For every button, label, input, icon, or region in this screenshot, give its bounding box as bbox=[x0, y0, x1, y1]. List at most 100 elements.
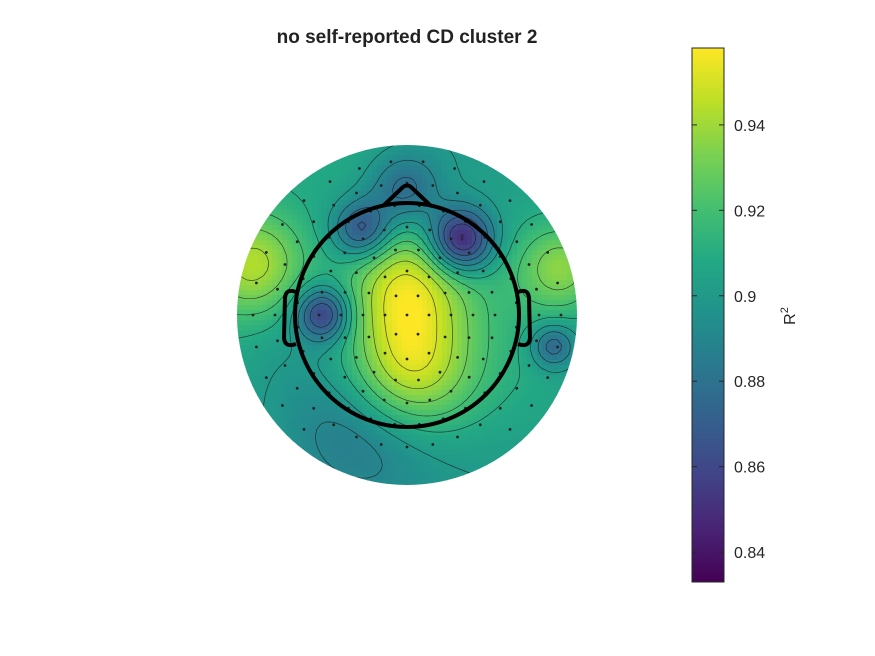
heat-cell bbox=[477, 245, 483, 251]
heat-cell bbox=[352, 415, 358, 421]
heat-cell bbox=[442, 210, 448, 216]
heat-cell bbox=[467, 370, 473, 376]
heat-cell bbox=[377, 405, 383, 411]
heat-cell bbox=[502, 215, 508, 221]
heat-cell bbox=[452, 220, 458, 226]
heat-cell bbox=[302, 415, 308, 421]
heat-cell bbox=[372, 145, 378, 151]
electrode-marker bbox=[405, 445, 409, 449]
heat-cell bbox=[337, 415, 343, 421]
heat-cell bbox=[277, 275, 283, 281]
heat-cell bbox=[537, 360, 543, 366]
heat-cell bbox=[447, 365, 453, 371]
heat-cell bbox=[477, 155, 483, 161]
electrode-marker bbox=[427, 313, 431, 317]
heat-cell bbox=[492, 270, 498, 276]
heat-cell bbox=[237, 280, 243, 286]
heat-cell bbox=[252, 370, 258, 376]
heat-cell bbox=[492, 285, 498, 291]
heat-cell bbox=[382, 195, 388, 201]
heat-cell bbox=[267, 215, 273, 221]
heat-cell bbox=[247, 320, 253, 326]
heat-cell bbox=[402, 340, 408, 346]
colorbar-label: R2 bbox=[779, 307, 799, 325]
heat-cell bbox=[447, 290, 453, 296]
heat-cell bbox=[452, 225, 458, 231]
heat-cell bbox=[407, 410, 413, 416]
heat-cell bbox=[552, 375, 558, 381]
heat-cell bbox=[352, 435, 358, 441]
heat-cell bbox=[507, 300, 513, 306]
heat-cell bbox=[282, 350, 288, 356]
heat-cell bbox=[377, 145, 383, 151]
heat-cell bbox=[512, 195, 518, 201]
heat-cell bbox=[417, 220, 423, 226]
heat-cell bbox=[377, 180, 383, 186]
heat-cell bbox=[362, 405, 368, 411]
heat-cell bbox=[242, 295, 248, 301]
heat-cell bbox=[402, 275, 408, 281]
heat-cell bbox=[332, 405, 338, 411]
heat-cell bbox=[387, 285, 393, 291]
heat-cell bbox=[532, 350, 538, 356]
heat-cell bbox=[402, 270, 408, 276]
heat-cell bbox=[467, 455, 473, 461]
heat-cell bbox=[272, 265, 278, 271]
heat-cell bbox=[367, 410, 373, 416]
heat-cell bbox=[247, 270, 253, 276]
heat-cell bbox=[407, 465, 413, 471]
heat-cell bbox=[552, 385, 558, 391]
heat-cell bbox=[442, 200, 448, 206]
heat-cell bbox=[372, 150, 378, 156]
heat-cell bbox=[422, 335, 428, 341]
heat-cell bbox=[557, 345, 563, 351]
heat-cell bbox=[297, 255, 303, 261]
heat-cell bbox=[532, 415, 538, 421]
heat-cell bbox=[487, 360, 493, 366]
colorbar-tick-label: 0.86 bbox=[734, 460, 765, 477]
heat-cell bbox=[402, 280, 408, 286]
heat-cell bbox=[477, 440, 483, 446]
heat-cell bbox=[447, 470, 453, 476]
heat-cell bbox=[522, 190, 528, 196]
heat-cell bbox=[502, 285, 508, 291]
heat-cell bbox=[447, 440, 453, 446]
heat-cell bbox=[447, 275, 453, 281]
heat-cell bbox=[347, 260, 353, 266]
heat-cell bbox=[277, 340, 283, 346]
heat-cell bbox=[347, 245, 353, 251]
heat-cell bbox=[412, 360, 418, 366]
colorbar-gradient bbox=[691, 47, 725, 583]
heat-cell bbox=[377, 210, 383, 216]
heat-cell bbox=[397, 435, 403, 441]
heat-cell bbox=[487, 285, 493, 291]
heat-cell bbox=[422, 210, 428, 216]
heat-cell bbox=[252, 310, 258, 316]
heat-cell bbox=[517, 405, 523, 411]
heat-cell bbox=[327, 245, 333, 251]
heat-cell bbox=[462, 265, 468, 271]
heat-cell bbox=[497, 285, 503, 291]
heat-cell bbox=[342, 345, 348, 351]
heat-cell bbox=[307, 415, 313, 421]
heat-cell bbox=[247, 385, 253, 391]
heat-cell bbox=[542, 235, 548, 241]
heat-cell bbox=[562, 310, 568, 316]
heat-cell bbox=[337, 405, 343, 411]
heat-cell bbox=[557, 255, 563, 261]
heat-cell bbox=[507, 175, 513, 181]
heat-cell bbox=[357, 405, 363, 411]
heat-cell bbox=[457, 455, 463, 461]
heat-cell bbox=[397, 165, 403, 171]
heat-cell bbox=[477, 230, 483, 236]
heat-cell bbox=[452, 315, 458, 321]
heat-cell bbox=[467, 390, 473, 396]
heat-cell bbox=[427, 190, 433, 196]
heat-cell bbox=[397, 280, 403, 286]
heat-cell bbox=[317, 200, 323, 206]
heat-cell bbox=[402, 290, 408, 296]
electrode-marker bbox=[530, 223, 533, 226]
heat-cell bbox=[297, 185, 303, 191]
heat-cell bbox=[332, 205, 338, 211]
heat-cell bbox=[402, 190, 408, 196]
